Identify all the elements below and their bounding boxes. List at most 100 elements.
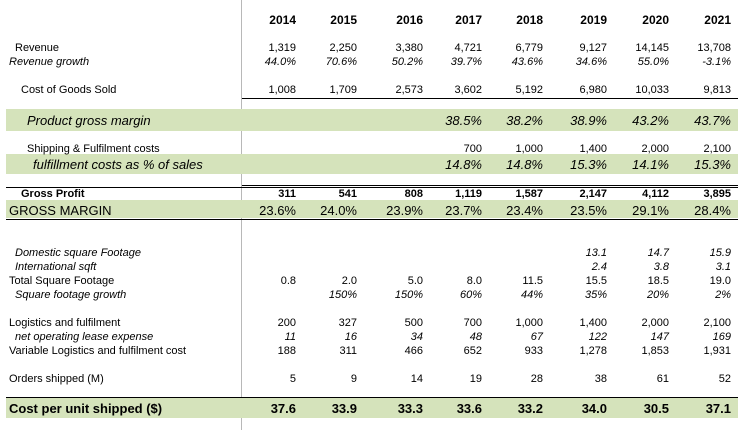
row-label: Shipping & Fulfilment costs <box>27 143 160 155</box>
table-cell: 2.0 <box>341 275 357 287</box>
table-cell: 11.5 <box>522 275 543 287</box>
table-cell: 43.7% <box>694 113 731 128</box>
table-cell: 9 <box>350 373 357 385</box>
row-label: GROSS MARGIN <box>9 203 112 218</box>
row-label: net operating lease expense <box>15 331 154 343</box>
table-cell: 1,400 <box>579 143 607 155</box>
row-label: Revenue <box>15 42 60 54</box>
table-cell: 3.1 <box>715 261 731 273</box>
table-cell: 169 <box>712 331 731 343</box>
table-cell: 3,602 <box>454 84 482 96</box>
table-cell: 700 <box>463 143 482 155</box>
table-cell: 33.3 <box>397 401 423 416</box>
table-cell: 44.0% <box>264 56 296 68</box>
table-cell: 52 <box>718 373 731 385</box>
table-cell: 933 <box>524 345 543 357</box>
table-cell: 1,000 <box>515 317 543 329</box>
highlight-band <box>6 200 738 218</box>
table-cell: 15.5 <box>585 275 607 287</box>
table-cell: 70.6% <box>325 56 357 68</box>
table-cell: 2,100 <box>703 317 731 329</box>
table-cell: 9,127 <box>579 42 607 54</box>
table-cell: 1,119 <box>455 188 482 200</box>
table-cell: 43.2% <box>632 113 669 128</box>
table-cell: 3.8 <box>653 261 669 273</box>
table-cell: 23.4% <box>506 203 543 218</box>
table-cell: 1,319 <box>268 42 296 54</box>
table-cell: 34 <box>410 331 423 343</box>
table-cell: 28.4% <box>694 203 731 218</box>
row-label: International sqft <box>15 261 97 273</box>
horizontal-rule <box>6 397 738 398</box>
table-cell: 44% <box>520 289 543 301</box>
table-cell: 8.0 <box>466 275 482 287</box>
year-header: 2014 <box>269 13 296 27</box>
year-header: 2017 <box>455 13 482 27</box>
table-cell: 1,587 <box>515 188 543 200</box>
table-cell: 6,779 <box>515 42 543 54</box>
table-cell: 6,980 <box>579 84 607 96</box>
year-header: 2016 <box>396 13 423 27</box>
table-cell: 19 <box>469 373 482 385</box>
table-cell: 33.9 <box>331 401 357 416</box>
horizontal-rule <box>6 187 738 188</box>
table-cell: 1,931 <box>703 345 731 357</box>
table-cell: 500 <box>404 317 423 329</box>
table-cell: 33.2 <box>517 401 543 416</box>
year-header: 2015 <box>330 13 357 27</box>
table-cell: 150% <box>394 289 423 301</box>
table-cell: 0.8 <box>280 275 296 287</box>
table-cell: 5.0 <box>407 275 423 287</box>
table-cell: 34.6% <box>575 56 607 68</box>
table-cell: 311 <box>278 188 296 200</box>
row-label: Product gross margin <box>27 113 151 128</box>
table-cell: 2,000 <box>641 143 669 155</box>
row-label: Logistics and fulfilment <box>9 317 121 329</box>
table-cell: 3,380 <box>395 42 423 54</box>
table-cell: 14.8% <box>445 157 482 172</box>
table-cell: 13,708 <box>697 42 731 54</box>
table-cell: 19.0 <box>709 275 731 287</box>
table-cell: 35% <box>584 289 607 301</box>
table-cell: 15.9 <box>709 247 731 259</box>
table-cell: 23.5% <box>570 203 607 218</box>
table-cell: 23.7% <box>445 203 482 218</box>
row-label: Orders shipped (M) <box>9 373 104 385</box>
table-cell: 2.4 <box>591 261 607 273</box>
table-cell: 4,112 <box>642 188 669 200</box>
table-cell: -3.1% <box>702 56 731 68</box>
table-cell: 2% <box>715 289 731 301</box>
table-cell: 1,008 <box>268 84 296 96</box>
table-cell: 38.9% <box>570 113 607 128</box>
table-cell: 5 <box>289 373 296 385</box>
table-cell: 29.1% <box>632 203 669 218</box>
table-cell: 14.7 <box>647 247 669 259</box>
table-cell: 67 <box>530 331 543 343</box>
table-cell: 1,278 <box>579 345 607 357</box>
table-cell: 652 <box>463 345 482 357</box>
table-cell: 9,813 <box>703 84 731 96</box>
table-cell: 23.6% <box>259 203 296 218</box>
row-label: Total Square Footage <box>9 275 115 287</box>
table-cell: 10,033 <box>635 84 669 96</box>
table-cell: 28 <box>530 373 543 385</box>
table-cell: 38 <box>594 373 607 385</box>
table-cell: 2,147 <box>579 188 607 200</box>
table-cell: 37.6 <box>270 401 296 416</box>
table-cell: 38.2% <box>506 113 543 128</box>
table-cell: 23.9% <box>386 203 423 218</box>
table-cell: 122 <box>588 331 607 343</box>
table-cell: 18.5 <box>647 275 669 287</box>
table-cell: 3,895 <box>703 188 731 200</box>
table-cell: 1,853 <box>641 345 669 357</box>
table-cell: 200 <box>277 317 296 329</box>
table-cell: 24.0% <box>320 203 357 218</box>
table-cell: 33.6 <box>456 401 482 416</box>
highlight-band <box>6 398 738 418</box>
table-cell: 15.3% <box>694 157 731 172</box>
table-cell: 16 <box>344 331 357 343</box>
table-cell: 50.2% <box>391 56 423 68</box>
table-cell: 15.3% <box>570 157 607 172</box>
horizontal-rule <box>242 98 738 99</box>
table-cell: 39.7% <box>450 56 482 68</box>
